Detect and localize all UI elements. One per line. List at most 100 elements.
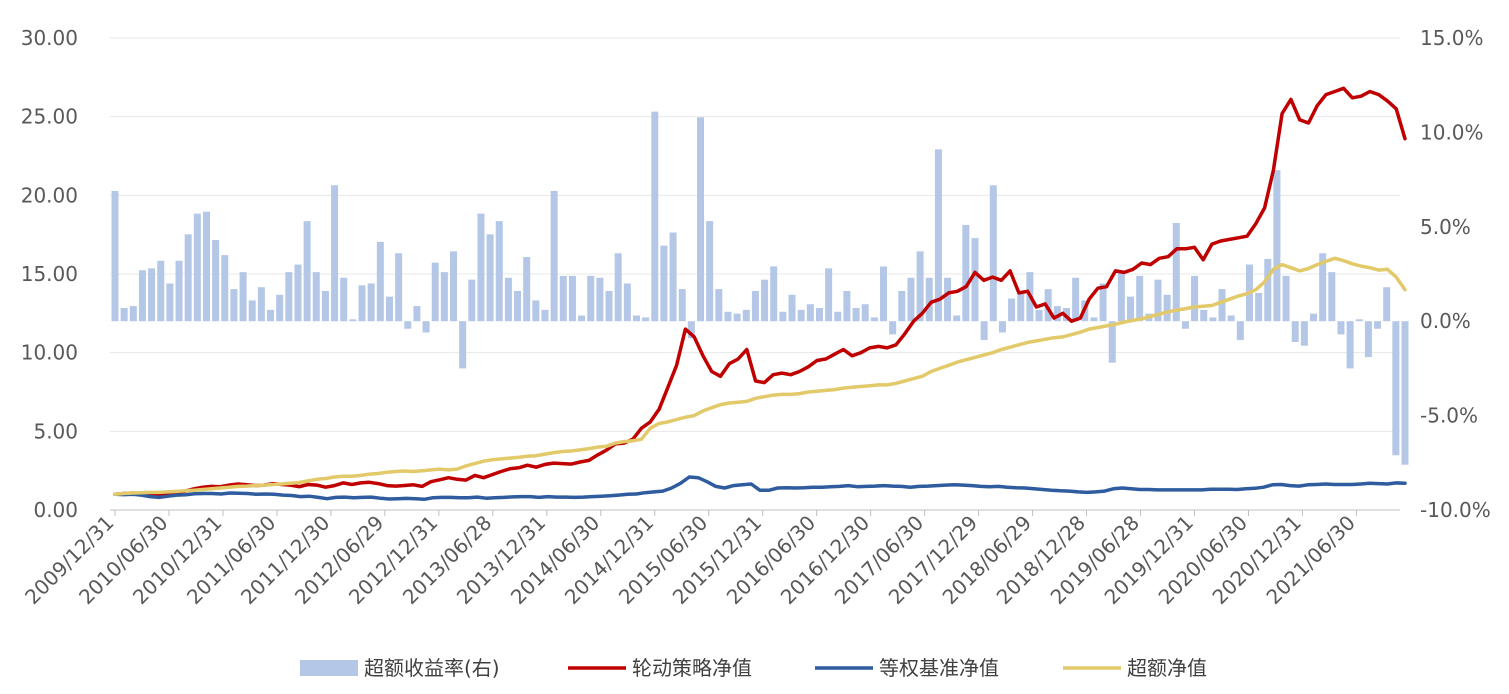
bar	[157, 260, 165, 322]
legend-item: 超额净值	[1063, 656, 1207, 680]
bar	[111, 190, 119, 322]
bar	[523, 257, 531, 322]
bar	[815, 307, 823, 322]
bar	[678, 289, 686, 322]
bar	[1191, 275, 1199, 322]
bar	[697, 117, 705, 322]
bar	[568, 275, 576, 322]
bar	[349, 319, 357, 322]
gridlines	[110, 37, 1400, 432]
bar	[632, 315, 640, 322]
y-right-tick-label: 5.0%	[1420, 215, 1471, 239]
bar	[148, 268, 156, 322]
bar	[687, 321, 695, 339]
bar	[1072, 277, 1080, 322]
bar	[1346, 321, 1354, 369]
bar	[321, 290, 329, 322]
y-left-tick-label: 0.00	[33, 498, 78, 522]
bar	[770, 266, 778, 322]
bar	[852, 307, 860, 322]
bar	[1291, 321, 1299, 342]
bar	[1209, 317, 1217, 322]
bar	[1090, 317, 1098, 322]
bar	[971, 238, 979, 322]
bar	[806, 304, 814, 322]
bar	[889, 321, 897, 335]
legend-item: 超额收益率(右)	[300, 656, 500, 680]
bar	[651, 111, 659, 322]
bar	[367, 283, 375, 322]
bar	[1108, 321, 1116, 363]
bar	[642, 317, 650, 322]
bar	[1282, 275, 1290, 322]
line-series	[113, 86, 1407, 502]
bar	[724, 311, 732, 322]
bar	[1035, 309, 1043, 322]
bar	[294, 264, 302, 322]
bar	[1181, 321, 1189, 329]
bar	[1374, 321, 1382, 329]
bar	[1136, 275, 1144, 322]
bar	[212, 240, 220, 322]
bar	[1255, 292, 1263, 322]
bar	[559, 275, 567, 322]
y-right-tick-label: 0.0%	[1420, 309, 1471, 333]
bar	[962, 224, 970, 322]
bar	[1200, 309, 1208, 322]
bar	[166, 283, 174, 322]
bar	[331, 185, 339, 322]
bar	[623, 283, 631, 322]
series-line	[113, 256, 1407, 497]
bar	[504, 277, 512, 322]
bar	[788, 294, 796, 322]
legend-label: 等权基准净值	[879, 656, 999, 680]
bar	[550, 190, 558, 322]
bar	[440, 272, 448, 322]
bar	[898, 290, 906, 322]
bar	[1008, 298, 1016, 322]
bar	[669, 232, 677, 322]
bar	[1264, 258, 1272, 322]
bar	[413, 306, 421, 322]
bar	[834, 311, 842, 322]
bar	[184, 234, 192, 322]
bar	[825, 268, 833, 322]
bar	[1273, 170, 1281, 322]
y-left-tick-label: 5.00	[33, 419, 78, 443]
bar	[312, 272, 320, 322]
bar	[267, 309, 275, 322]
bar	[1127, 296, 1135, 322]
bar	[870, 317, 878, 322]
bar	[1227, 315, 1235, 322]
bar	[1401, 321, 1409, 465]
bar	[797, 309, 805, 322]
bar	[450, 251, 458, 322]
bar	[880, 266, 888, 322]
bar	[175, 260, 183, 322]
bar	[385, 296, 393, 322]
bar	[276, 294, 284, 322]
legend-item: 等权基准净值	[815, 656, 999, 680]
bar	[1337, 321, 1345, 335]
bar	[468, 279, 476, 322]
bar	[761, 279, 769, 322]
bar	[1163, 294, 1171, 322]
bar	[138, 270, 146, 322]
bar	[660, 245, 668, 322]
bar	[395, 253, 403, 322]
legend: 超额收益率(右) 轮动策略净值 等权基准净值 超额净值	[300, 656, 1207, 680]
bar	[779, 311, 787, 322]
series-line	[113, 86, 1407, 498]
bar	[1053, 306, 1061, 322]
bar	[1310, 313, 1318, 322]
bar	[431, 262, 439, 322]
bar	[1392, 321, 1400, 456]
bar	[193, 213, 201, 322]
y-left-tick-label: 20.00	[21, 183, 78, 207]
bar	[1099, 283, 1107, 322]
bar	[514, 290, 522, 322]
bar	[614, 253, 622, 322]
bar	[1172, 223, 1180, 322]
bar	[303, 221, 311, 322]
y-right-tick-label: -5.0%	[1420, 404, 1478, 428]
